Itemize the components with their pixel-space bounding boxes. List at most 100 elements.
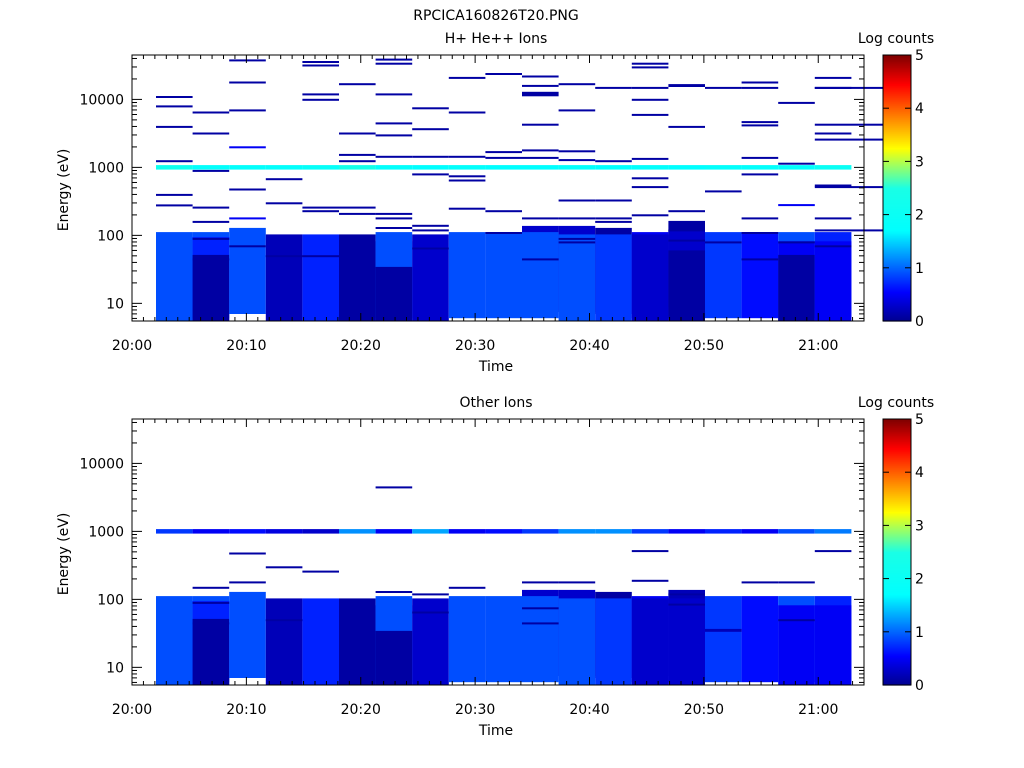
heatmap-cell — [522, 123, 559, 126]
colorbar-segment — [883, 195, 911, 198]
heatmap-cell — [192, 601, 230, 604]
colorbar-segment — [883, 499, 911, 502]
x-tick-label: 20:40 — [569, 338, 609, 354]
colorbar-segment — [883, 447, 911, 450]
colorbar-tick-label: 2 — [915, 208, 924, 224]
colorbar-segment — [883, 535, 911, 538]
heatmap-cell — [595, 199, 632, 202]
heatmap-cell — [156, 160, 193, 163]
colorbar-segment — [883, 633, 911, 636]
colorbar-segment — [883, 603, 911, 606]
heatmap-cell — [668, 593, 705, 596]
heatmap-cell — [522, 75, 559, 78]
colorbar-segment — [883, 507, 911, 510]
heatmap-cell — [229, 81, 266, 84]
heatmap-cell — [778, 165, 815, 170]
heatmap-cell — [778, 162, 815, 165]
heatmap-cell — [448, 596, 486, 683]
colorbar-segment — [883, 683, 911, 686]
colorbar-label: Log counts — [858, 31, 934, 47]
colorbar-segment — [883, 513, 911, 516]
heatmap-cell — [522, 84, 559, 87]
heatmap-cell — [522, 165, 559, 170]
colorbar-segment — [883, 591, 911, 594]
colorbar-segment — [883, 589, 911, 592]
heatmap-cell — [814, 184, 852, 187]
colorbar-segment — [883, 585, 911, 588]
heatmap-cell — [668, 210, 705, 213]
heatmap-cell — [631, 98, 669, 101]
colorbar-segment — [883, 487, 911, 490]
colorbar-segment — [883, 101, 911, 104]
heatmap-cell — [302, 93, 339, 96]
colorbar-segment — [883, 79, 911, 82]
colorbar-segment — [883, 247, 911, 250]
heatmap-cell — [302, 598, 339, 685]
heatmap-cell — [814, 186, 888, 189]
heatmap-cell — [302, 206, 339, 209]
heatmap-cell — [631, 165, 669, 170]
colorbar-segment — [883, 263, 911, 266]
heatmap-cell — [558, 109, 596, 112]
colorbar-segment — [883, 283, 911, 286]
heatmap-cell — [339, 234, 376, 321]
colorbar-segment — [883, 453, 911, 456]
colorbar-segment — [883, 527, 911, 530]
colorbar-segment — [883, 157, 911, 160]
colorbar-segment — [883, 569, 911, 572]
heatmap-cell — [448, 155, 486, 158]
heatmap-cell — [156, 529, 193, 534]
colorbar-segment — [883, 87, 911, 90]
heatmap-cell — [265, 529, 303, 534]
heatmap-cell — [265, 598, 303, 685]
heatmap-cell — [485, 151, 522, 154]
x-axis-label: Time — [478, 723, 513, 739]
colorbar-segment — [883, 271, 911, 274]
heatmap-cell — [156, 204, 193, 207]
colorbar-segment — [883, 67, 911, 70]
colorbar-segment — [883, 645, 911, 648]
colorbar-segment — [883, 113, 911, 116]
x-tick-label: 21:00 — [798, 338, 838, 354]
heatmap-cell — [229, 227, 266, 314]
heatmap-cell — [595, 234, 632, 321]
heatmap-cell — [375, 591, 413, 593]
heatmap-cells — [156, 486, 852, 685]
heatmap-cell — [741, 86, 779, 89]
colorbar-segment — [883, 319, 911, 322]
colorbar-segment — [883, 167, 911, 170]
colorbar-segment — [883, 189, 911, 192]
colorbar-segment — [883, 439, 911, 442]
colorbar-segment — [883, 625, 911, 628]
heatmap-cell — [668, 598, 705, 685]
colorbar-segment — [883, 671, 911, 674]
heatmap-cell — [778, 254, 815, 321]
colorbar-segment — [883, 163, 911, 166]
heatmap-cell — [595, 220, 632, 223]
colorbar-segment — [883, 549, 911, 552]
heatmap-cell — [448, 207, 486, 210]
heatmap-cell — [558, 83, 596, 86]
colorbar-segment — [883, 543, 911, 546]
colorbar-segment — [883, 467, 911, 470]
colorbar-segment — [883, 485, 911, 488]
heatmap-cell — [814, 229, 888, 232]
colorbar-segment — [883, 197, 911, 200]
colorbar-segment — [883, 239, 911, 242]
heatmap-cell — [156, 237, 193, 321]
colorbar-segment — [883, 129, 911, 132]
heatmap-cell — [229, 165, 266, 170]
colorbar-segment — [883, 301, 911, 304]
colorbar-segment — [883, 185, 911, 188]
colorbar-segment — [883, 463, 911, 466]
colorbar-segment — [883, 673, 911, 676]
heatmap-cell — [229, 245, 266, 248]
heatmap-cell — [741, 165, 779, 170]
colorbar-segment — [883, 125, 911, 128]
heatmap-cell — [156, 96, 193, 98]
colorbar-segment — [883, 675, 911, 678]
heatmap-cell — [192, 622, 230, 625]
colorbar-segment — [883, 525, 911, 528]
colorbar-segment — [883, 111, 911, 114]
colorbar-segment — [883, 131, 911, 134]
